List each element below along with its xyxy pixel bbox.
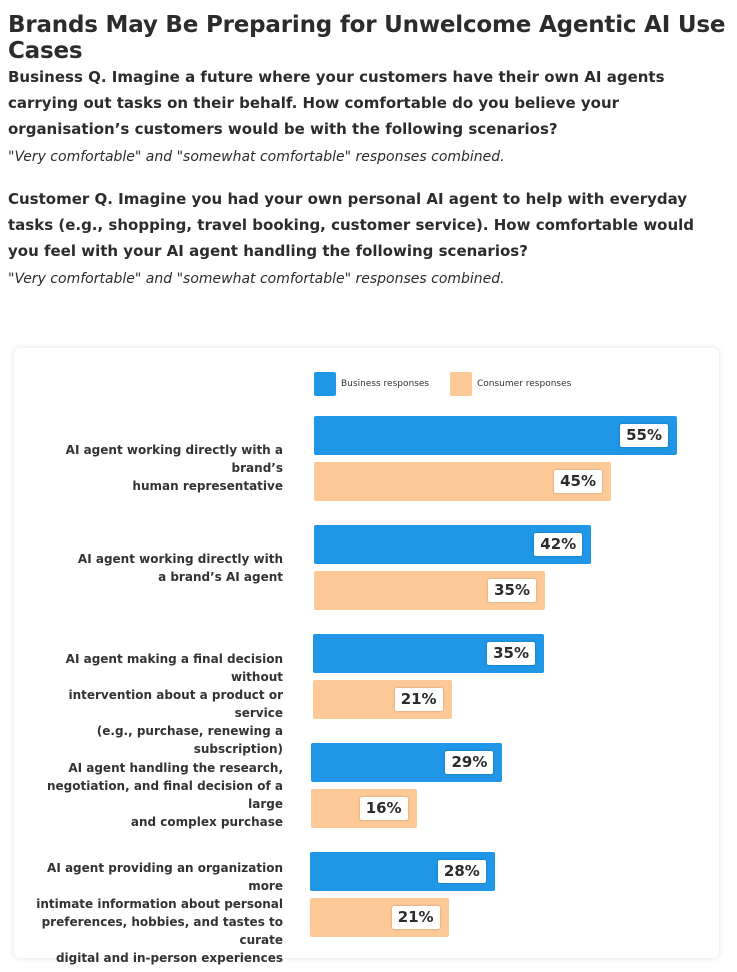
legend-swatch-consumer (450, 372, 472, 396)
business-question: Business Q. Imagine a future where your … (8, 68, 665, 138)
category-label: AI agent providing an organization more i… (36, 860, 283, 965)
bar-business: 28% (310, 852, 495, 891)
bar-consumer: 21% (313, 680, 452, 719)
customer-question-note: "Very comfortable" and "somewhat comfort… (8, 271, 505, 287)
category-label: AI agent working directly with a brand’s … (77, 551, 283, 584)
bar-business: 55% (314, 416, 677, 455)
page-title: Brands May Be Preparing for Unwelcome Ag… (8, 12, 726, 64)
data-label: 21% (394, 688, 443, 711)
bar-business: 35% (313, 634, 544, 673)
data-label: 28% (437, 860, 486, 883)
legend-swatch-business (314, 372, 336, 396)
bar-business: 29% (311, 743, 503, 782)
bar-consumer: 16% (311, 789, 417, 828)
chart-card: Business responses Consumer responses AI… (14, 348, 719, 965)
data-label: 42% (534, 533, 583, 556)
data-label: 29% (445, 751, 494, 774)
legend-label-consumer: Consumer responses (477, 379, 572, 389)
data-label: 21% (391, 906, 440, 929)
data-label: 35% (487, 642, 535, 665)
bar-business: 42% (314, 525, 592, 564)
category-label: AI agent working directly with a brand’s… (65, 442, 283, 493)
data-label: 35% (488, 579, 536, 602)
bar-consumer: 35% (314, 571, 545, 610)
legend-label-business: Business responses (341, 379, 430, 389)
category-label: AI agent making a final decision without… (65, 651, 283, 756)
data-label: 55% (620, 424, 668, 447)
data-label: 16% (359, 797, 408, 820)
bar-consumer: 45% (314, 462, 611, 501)
bar-consumer: 21% (310, 898, 449, 937)
customer-question: Customer Q. Imagine you had your own per… (8, 190, 695, 260)
data-label: 45% (554, 470, 602, 493)
category-label: AI agent handling the research, negotiati… (47, 760, 283, 829)
business-question-note: "Very comfortable" and "somewhat comfort… (8, 149, 505, 165)
